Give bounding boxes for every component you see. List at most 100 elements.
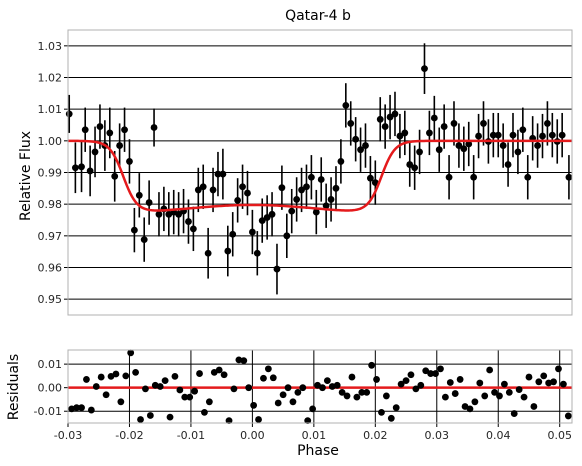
transit-lightcurve-panel: 0.95 0.96 0.97 0.98 0.99 1.00 1.01 1.02 1.03	[38, 29, 573, 316]
data-point	[91, 148, 99, 156]
residual-point	[274, 399, 282, 407]
x-tick-label: 0.01	[302, 429, 327, 442]
residual-point	[230, 385, 238, 393]
data-point	[239, 183, 246, 191]
data-point	[155, 210, 163, 218]
data-point	[435, 146, 443, 154]
data-point	[396, 132, 404, 140]
residual-point	[427, 370, 435, 377]
data-point	[106, 129, 114, 137]
data-point	[475, 132, 482, 140]
residual-point	[535, 378, 543, 386]
data-point	[455, 142, 463, 149]
residual-point	[304, 417, 312, 425]
y-tick-label: 0.99	[38, 167, 63, 180]
data-point	[189, 225, 197, 233]
residual-point	[245, 384, 253, 392]
residual-point	[368, 361, 376, 369]
residual-point	[181, 393, 189, 401]
y-tick-label: 0.00	[38, 382, 63, 395]
data-point	[298, 186, 305, 194]
residual-point	[402, 377, 410, 385]
residual-point	[117, 398, 125, 406]
data-point	[86, 167, 94, 175]
data-point	[317, 176, 325, 183]
data-point	[130, 226, 138, 234]
data-point	[430, 114, 438, 122]
residual-point	[112, 370, 120, 378]
data-point	[371, 179, 379, 187]
data-point	[426, 129, 433, 137]
data-point	[391, 110, 399, 118]
residual-point	[319, 384, 326, 392]
residual-point	[505, 388, 513, 396]
data-point	[489, 131, 497, 139]
residual-point	[338, 388, 346, 396]
residual-point	[363, 388, 371, 396]
y-tick-label: 0.01	[38, 358, 63, 371]
model-curve	[67, 139, 572, 212]
data-point	[401, 129, 409, 137]
data-point	[111, 172, 119, 180]
residual-point	[122, 372, 130, 380]
x-tick-label: 0.05	[547, 429, 572, 442]
data-point	[494, 131, 502, 139]
data-point	[565, 173, 573, 181]
residual-point	[392, 404, 400, 412]
data-point	[288, 207, 296, 215]
data-point	[268, 210, 276, 218]
data-point	[263, 214, 271, 221]
data-point	[150, 124, 158, 131]
residual-point	[87, 406, 95, 414]
residual-point	[78, 404, 85, 412]
residual-point	[496, 392, 503, 400]
residual-point	[284, 384, 292, 392]
x-tick-label: -0.03	[54, 429, 82, 442]
data-point	[126, 158, 133, 165]
residual-point	[137, 416, 144, 423]
residual-point	[201, 409, 208, 416]
residual-point	[540, 372, 548, 380]
chart-title: Qatar-4 b	[285, 8, 351, 24]
data-point	[258, 217, 266, 225]
residual-point	[269, 374, 277, 382]
residual-point	[186, 393, 194, 401]
residual-point	[294, 388, 302, 396]
data-point	[140, 236, 148, 244]
data-point	[509, 131, 517, 139]
data-point	[519, 126, 527, 134]
data-point	[381, 123, 389, 130]
data-point	[303, 183, 310, 191]
residual-point	[441, 393, 449, 401]
residual-point	[550, 378, 557, 386]
data-point	[558, 131, 566, 139]
residual-point	[343, 392, 351, 400]
data-point	[406, 161, 414, 168]
data-point	[121, 126, 128, 134]
residual-point	[432, 370, 439, 377]
residual-point	[486, 366, 494, 374]
data-point	[307, 173, 315, 181]
data-point	[273, 265, 281, 273]
data-point	[234, 196, 242, 204]
data-point	[362, 142, 369, 149]
data-point	[411, 164, 419, 172]
data-point	[135, 191, 143, 199]
residual-point	[417, 381, 425, 389]
y-tick-label: 0.95	[38, 293, 63, 306]
x-tick-label: 0.03	[425, 429, 450, 442]
residual-point	[161, 377, 169, 385]
residual-point	[397, 380, 405, 388]
residual-point	[491, 388, 498, 396]
data-point	[539, 132, 546, 140]
data-point	[470, 173, 478, 181]
data-point	[283, 232, 291, 240]
data-point	[253, 249, 261, 257]
data-point	[357, 146, 364, 154]
residual-point	[382, 392, 390, 400]
y-tick-label: 1.00	[38, 135, 63, 148]
residual-point	[466, 405, 474, 413]
residuals-panel: -0.01 0.00 0.01 -0.03 -0.02 -0.01 0.00 0.01 0.02…	[34, 349, 573, 442]
data-point	[204, 249, 212, 257]
